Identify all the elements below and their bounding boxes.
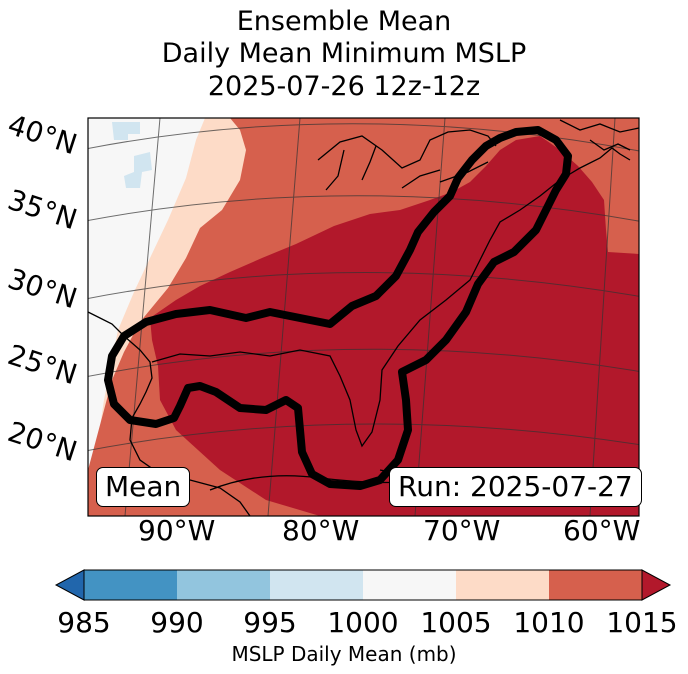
colorbar-tick-985: 985 — [57, 606, 111, 639]
title-line-1: Ensemble Mean — [236, 6, 452, 37]
run-label-box: Run: 2025-07-27 — [389, 467, 642, 507]
colorbar-swatch-below-985 — [54, 569, 85, 601]
title-line-3: 2025-07-26 12z-12z — [207, 71, 481, 102]
colorbar-swatch-1010-1015 — [549, 570, 642, 600]
colorbar-frame — [83, 569, 643, 601]
pressure-above-1015-region — [150, 136, 639, 516]
lon-label-60w: 60°W — [563, 514, 641, 547]
map-frame — [87, 117, 640, 517]
min-mslp-contour — [104, 126, 572, 490]
colorbar-swatch-1005-1010 — [456, 570, 549, 600]
colorbar-tick-1000: 1000 — [327, 606, 399, 639]
colorbar-tick-1005: 1005 — [420, 606, 492, 639]
colorbar-tick-1015: 1015 — [606, 606, 678, 639]
colorbar-swatch-above-1015 — [641, 569, 672, 601]
lon-label-80w: 80°W — [282, 514, 360, 547]
colorbar-label: MSLP Daily Mean (mb) — [231, 642, 457, 666]
colorbar-swatch-990-995 — [177, 570, 270, 600]
title-line-2: Daily Mean Minimum MSLP — [161, 38, 527, 69]
pressure-995-1000-patch-2 — [124, 152, 152, 188]
colorbar-swatch-1000-1005 — [363, 570, 456, 600]
lon-label-70w: 70°W — [423, 514, 501, 547]
colorbar-tick-1010: 1010 — [513, 606, 585, 639]
colorbar-swatch-995-1000 — [270, 570, 363, 600]
mean-label-box: Mean — [96, 467, 191, 507]
colorbar-swatch-985-990 — [84, 570, 177, 600]
lon-label-90w: 90°W — [138, 514, 216, 547]
colorbar-tick-990: 990 — [150, 606, 204, 639]
pressure-995-1000-patch — [112, 122, 140, 140]
colorbar-tick-995: 995 — [243, 606, 297, 639]
graticule — [88, 118, 639, 516]
